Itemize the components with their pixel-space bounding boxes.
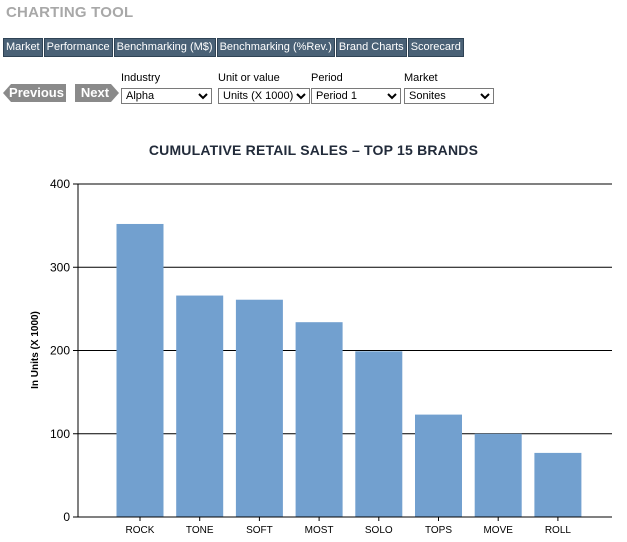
next-button[interactable]: Next (75, 84, 119, 102)
bar-rock (116, 223, 164, 517)
x-tick-label: ROLL (545, 525, 572, 536)
tab-performance[interactable]: Performance (43, 38, 113, 57)
tab-benchmarking-ms[interactable]: Benchmarking (M$) (113, 38, 216, 57)
x-tick-label: SOFT (246, 525, 273, 536)
unit-label: Unit or value (218, 72, 280, 84)
period-select[interactable]: Period 1 (311, 88, 401, 104)
y-tick-label: 0 (63, 510, 70, 524)
app-title: CHARTING TOOL (6, 4, 134, 21)
y-tick-label: 100 (50, 427, 70, 441)
tab-scorecard[interactable]: Scorecard (407, 38, 464, 57)
market-select[interactable]: Sonites (404, 88, 494, 104)
bar-tops (415, 414, 462, 517)
grid-lines (78, 183, 612, 435)
x-tick-label: ROCK (126, 525, 155, 536)
bars (116, 223, 582, 517)
period-label: Period (311, 72, 343, 84)
bar-solo (355, 351, 403, 517)
period-filter: Period Period 1 (311, 72, 401, 104)
y-tick-label: 300 (50, 260, 70, 274)
market-label: Market (404, 72, 438, 84)
unit-filter: Unit or value Units (X 1000) (218, 72, 310, 104)
previous-button[interactable]: Previous (3, 84, 66, 102)
x-tick-label: SOLO (365, 525, 393, 536)
x-tick-label: MOVE (483, 525, 513, 536)
market-filter: Market Sonites (404, 72, 494, 104)
tab-brand-charts[interactable]: Brand Charts (335, 38, 407, 57)
industry-filter: Industry Alpha (121, 72, 212, 104)
bar-tone (176, 295, 224, 517)
y-tick-label: 400 (50, 177, 70, 191)
bar-roll (534, 452, 582, 517)
tab-market[interactable]: Market (3, 38, 43, 57)
y-axis-label: In Units (X 1000) (30, 311, 41, 389)
industry-label: Industry (121, 72, 161, 84)
axes: 0 100 200 300 400 ROCK TONE SOFT MOST SOLO TOPS MOV… (50, 177, 612, 536)
x-tick-label: MOST (305, 525, 334, 536)
x-tick-label: TOPS (425, 525, 452, 536)
bar-soft (235, 299, 283, 517)
bar-move (474, 433, 522, 517)
tab-benchmarking-rev[interactable]: Benchmarking (%Rev.) (216, 38, 335, 57)
industry-select[interactable]: Alpha (121, 88, 212, 104)
x-tick-label: TONE (186, 525, 214, 536)
bar-most (295, 322, 343, 517)
y-tick-label: 200 (50, 344, 70, 358)
tab-bar: Market Performance Benchmarking (M$) Ben… (3, 38, 465, 57)
chart-title: CUMULATIVE RETAIL SALES – TOP 15 BRANDS (148, 142, 479, 158)
unit-select[interactable]: Units (X 1000) (218, 88, 310, 104)
